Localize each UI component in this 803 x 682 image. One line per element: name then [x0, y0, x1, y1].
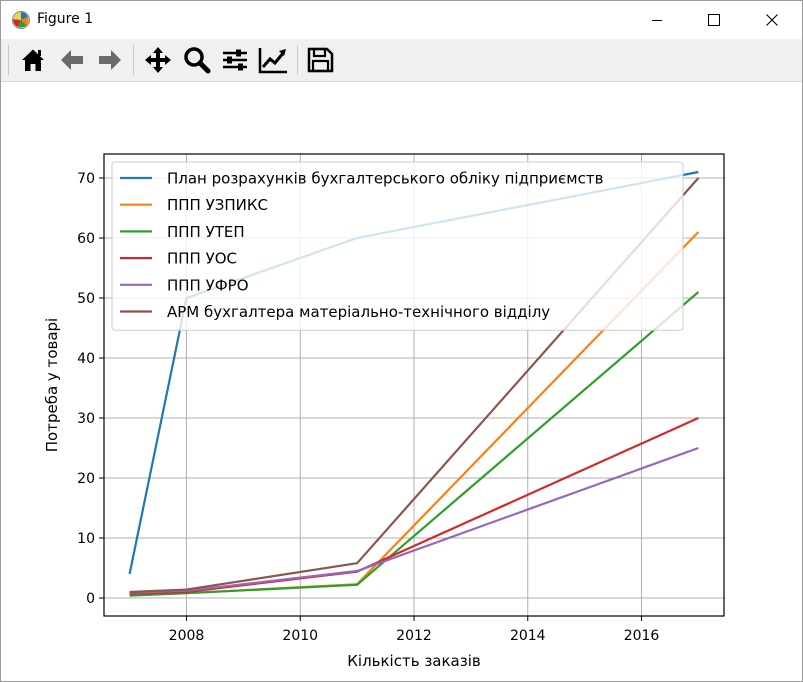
maximize-icon — [708, 14, 720, 26]
figure-canvas[interactable]: 2008 2010 2012 2014 2016 0 10 20 30 40 50 60 70 Кільк… — [1, 82, 802, 681]
y-tick-label: 60 — [77, 231, 95, 247]
home-button[interactable] — [16, 43, 50, 77]
save-icon — [307, 47, 334, 73]
edit-axis-button[interactable] — [256, 43, 290, 77]
y-tick-label: 0 — [86, 591, 95, 607]
minimize-button[interactable] — [628, 1, 686, 39]
series-line-6 — [129, 177, 700, 594]
x-tick-label: 2014 — [510, 628, 546, 644]
back-arrow-icon — [61, 50, 83, 70]
pan-icon — [145, 47, 171, 73]
save-button[interactable] — [303, 43, 337, 77]
configure-subplots-button[interactable] — [218, 43, 252, 77]
y-tick-label: 30 — [77, 411, 95, 427]
back-button[interactable] — [55, 43, 89, 77]
series-line-3 — [129, 291, 700, 597]
legend-label-4: ППП УОС — [167, 250, 237, 268]
legend-label-2: ППП УЗПИКС — [167, 196, 268, 214]
home-icon — [22, 49, 44, 71]
zoom-button[interactable] — [180, 43, 214, 77]
forward-arrow-icon — [99, 50, 121, 70]
pan-button[interactable] — [141, 43, 175, 77]
title-bar[interactable]: Figure 1 — [1, 1, 802, 39]
legend-label-1: План розрахунків бухгалтерського обліку … — [167, 170, 603, 188]
y-tick-label: 20 — [77, 471, 95, 487]
zoom-icon — [184, 47, 211, 74]
close-button[interactable] — [743, 1, 801, 39]
x-tick-label: 2012 — [396, 628, 432, 644]
configure-subplots-icon — [223, 49, 247, 71]
x-tick-label: 2008 — [169, 628, 205, 644]
y-tick-label: 50 — [77, 291, 95, 307]
legend-box — [111, 161, 684, 331]
y-tick-label: 10 — [77, 531, 95, 547]
minimize-icon — [652, 20, 662, 21]
close-icon — [766, 14, 778, 26]
y-tick-label: 70 — [77, 171, 95, 187]
x-tick-label: 2010 — [282, 628, 318, 644]
legend-label-3: ППП УТЕП — [167, 223, 245, 241]
x-axis-label: Кількість заказів — [347, 652, 480, 670]
legend-label-6: АРМ бухгалтера матеріально-технічного ві… — [167, 303, 550, 321]
forward-button[interactable] — [93, 43, 127, 77]
maximize-button[interactable] — [685, 1, 743, 39]
legend-label-5: ППП УФРО — [167, 276, 249, 294]
y-tick-label: 40 — [77, 351, 95, 367]
line-chart: 2008 2010 2012 2014 2016 0 10 20 30 40 50 60 70 Кільк… — [43, 153, 725, 670]
y-axis-label: Потреба у товарі — [43, 318, 61, 452]
toolbar-separator — [297, 45, 298, 75]
x-tick-label: 2016 — [624, 628, 660, 644]
window-title: Figure 1 — [37, 11, 94, 27]
navigation-toolbar — [1, 39, 802, 82]
edit-axis-icon — [258, 48, 287, 74]
toolbar-separator — [133, 45, 134, 75]
matplotlib-app-icon — [12, 11, 30, 29]
toolbar-separator — [8, 45, 9, 75]
